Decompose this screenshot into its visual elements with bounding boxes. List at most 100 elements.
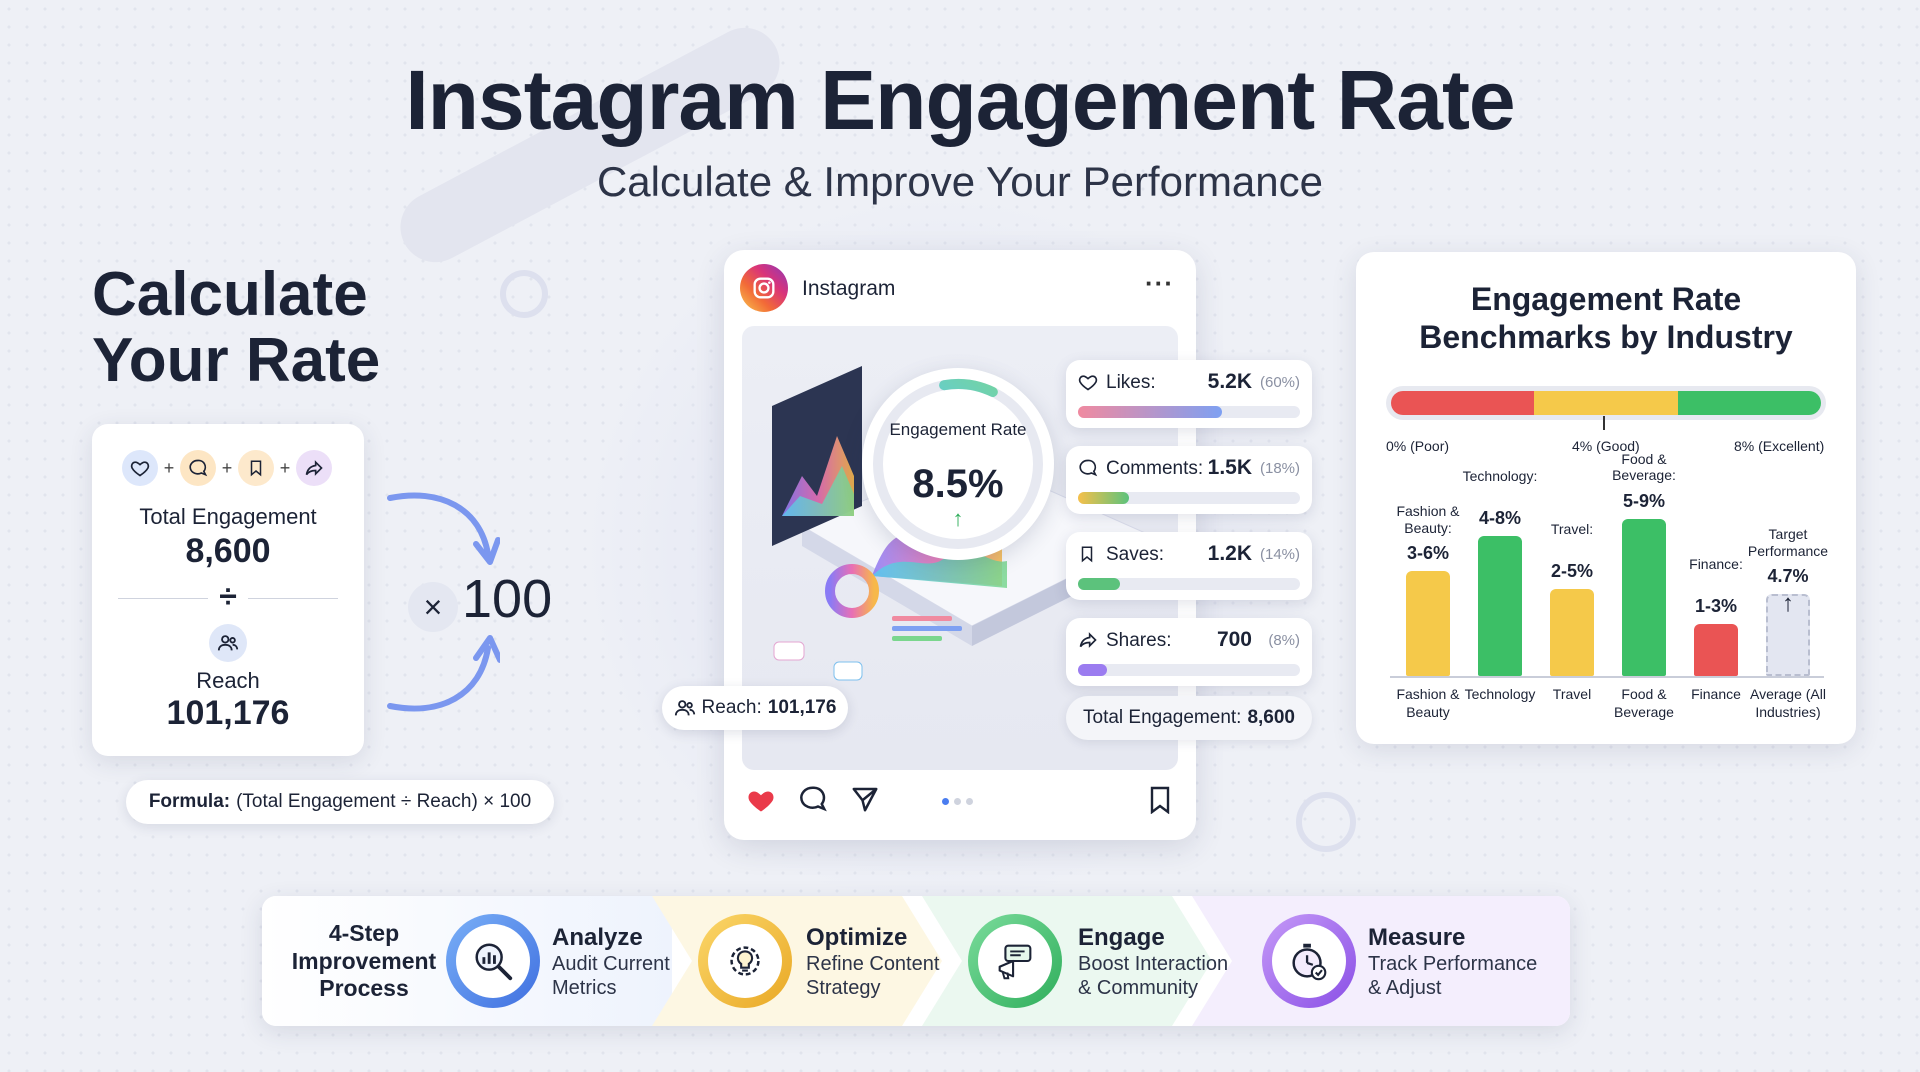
background-ring — [1296, 792, 1356, 852]
step-optimize-desc-line2: Strategy — [806, 977, 881, 999]
save-bookmark-icon[interactable] — [1148, 786, 1172, 819]
multiplier-value: 100 — [462, 569, 553, 629]
plus-sign: + — [163, 457, 175, 478]
reach-pill-label: Reach: — [701, 697, 762, 718]
instagram-logo-icon — [740, 264, 788, 312]
bar-category-label: Travel — [1552, 686, 1592, 702]
bar-top-label: Food & Beverage: — [1612, 450, 1676, 484]
steps-heading: 4-Step Improvement Process — [291, 920, 437, 1002]
step-analyze-desc: Audit Current Metrics — [552, 952, 722, 1000]
metric-fill — [1078, 492, 1130, 504]
scale-label-excellent: 8% (Excellent) — [1734, 438, 1825, 454]
metric-label: Comments: — [1106, 458, 1204, 479]
metric-percent: (8%) — [1268, 632, 1300, 649]
plus-sign: + — [279, 457, 291, 478]
bar-top-label: Technology: — [1462, 468, 1538, 484]
engagement-rate-gauge: Engagement Rate 8.5% ↑ — [862, 368, 1054, 560]
carousel-dot[interactable] — [966, 798, 973, 805]
page-subtitle: Calculate & Improve Your Performance — [596, 158, 1324, 205]
carousel-dot[interactable] — [942, 798, 949, 805]
step-engage-desc: Boost Interaction & Community — [1078, 952, 1248, 1000]
metric-label: Saves: — [1106, 544, 1165, 565]
reach-pill: Reach: 101,176 — [662, 686, 848, 730]
like-heart-icon[interactable] — [746, 785, 776, 818]
engagement-rate-value: 8.5% — [912, 462, 1004, 506]
formula-label: Formula: — [148, 791, 231, 812]
step-analyze-desc-line1: Audit Current — [552, 953, 670, 975]
calc-heading-line1: Calculate — [92, 260, 368, 329]
reach-pill-value: 101,176 — [767, 697, 837, 718]
bar-value-label: 1-3% — [1694, 595, 1738, 616]
step-engage-desc-line1: Boost Interaction — [1078, 953, 1229, 975]
step-analyze-desc-line2: Metrics — [552, 977, 617, 999]
post-actions — [746, 784, 880, 819]
carousel-dot[interactable] — [954, 798, 961, 805]
chart-baseline — [1390, 676, 1824, 678]
metric-label: Shares: — [1106, 630, 1172, 651]
gear-bulb-icon — [708, 924, 782, 998]
step-engage-circle — [968, 914, 1062, 1008]
scale-segment — [1677, 391, 1821, 415]
metric-value: 1.2K — [1207, 542, 1252, 565]
step-measure-desc-line1: Track Performance — [1368, 953, 1538, 975]
step-segment-measure — [1192, 896, 1570, 1026]
page-title: Instagram Engagement Rate — [405, 53, 1515, 147]
total-engagement-pill-value: 8,600 — [1247, 707, 1295, 728]
step-measure-circle — [1262, 914, 1356, 1008]
plus-sign: + — [221, 457, 233, 478]
metric-track — [1078, 578, 1300, 590]
bookmark-icon — [1078, 544, 1096, 569]
scale-tick — [1603, 416, 1605, 430]
calc-card: + + + Total Engagement 8,600 ÷ Reach 101… — [92, 424, 364, 756]
step-measure-desc: Track Performance & Adjust — [1368, 952, 1538, 1000]
calc-heading: Calculate Your Rate — [92, 260, 452, 395]
reach-label: Reach — [196, 668, 260, 693]
total-engagement-value: 8,600 — [185, 532, 271, 570]
bar-top-label: Fashion & Beauty: — [1396, 503, 1460, 536]
metric-label: Likes: — [1106, 372, 1156, 393]
metric-pill: Shares: 700 (8%) — [1066, 618, 1312, 686]
send-icon[interactable] — [850, 784, 880, 819]
instagram-app-name: Instagram — [802, 277, 896, 300]
background-ring — [500, 270, 548, 318]
engagement-icons-row: + + + — [122, 450, 332, 486]
metric-fill — [1078, 578, 1121, 590]
total-engagement-label: Total Engagement — [139, 504, 317, 529]
step-engage-desc-line2: & Community — [1078, 977, 1199, 999]
step-measure-desc-line2: & Adjust — [1368, 977, 1442, 999]
up-arrow-icon: ↑ — [1782, 589, 1794, 617]
step-optimize-desc-line1: Refine Content — [806, 953, 940, 975]
flow-arrows — [387, 492, 500, 712]
comment-icon[interactable] — [798, 784, 828, 819]
scale-label-poor: 0% (Poor) — [1386, 438, 1450, 454]
share-icon — [1078, 630, 1098, 655]
bar-category-label: Food & Beverage — [1614, 686, 1674, 720]
bookmark-icon — [238, 450, 274, 486]
benchmark-bar — [1550, 588, 1594, 676]
reach-value: 101,176 — [166, 694, 290, 732]
benchmarks-title: Engagement Rate Benchmarks by Industry — [1356, 280, 1856, 357]
bar-category-label: Average (All Industries) — [1749, 686, 1826, 720]
benchmarks-title-line2: Benchmarks by Industry — [1419, 319, 1793, 356]
more-options-icon[interactable]: ··· — [1145, 268, 1174, 298]
benchmark-bar — [1478, 536, 1522, 676]
step-optimize-title: Optimize — [806, 924, 908, 951]
bar-value-label: 3-6% — [1406, 543, 1450, 563]
metric-value: 700 — [1216, 628, 1252, 651]
multiply-symbol: × — [408, 582, 458, 632]
metric-fill — [1078, 406, 1223, 418]
metric-pill: Likes: 5.2K (60%) — [1066, 360, 1312, 428]
bar-value-label: 2-5% — [1550, 560, 1594, 581]
megaphone-icon — [978, 924, 1052, 998]
metric-percent: (14%) — [1259, 546, 1300, 563]
stopwatch-check-icon — [1272, 924, 1346, 998]
metric-track — [1078, 406, 1300, 418]
metric-value: 5.2K — [1207, 370, 1252, 393]
scale-segment — [1391, 391, 1535, 415]
step-analyze-circle — [446, 914, 540, 1008]
heart-icon — [1078, 372, 1098, 397]
total-engagement-pill: Total Engagement: 8,600 — [1066, 696, 1312, 740]
users-icon — [209, 624, 247, 662]
metric-track — [1078, 664, 1300, 676]
bar-category-label: Technology — [1464, 686, 1536, 702]
